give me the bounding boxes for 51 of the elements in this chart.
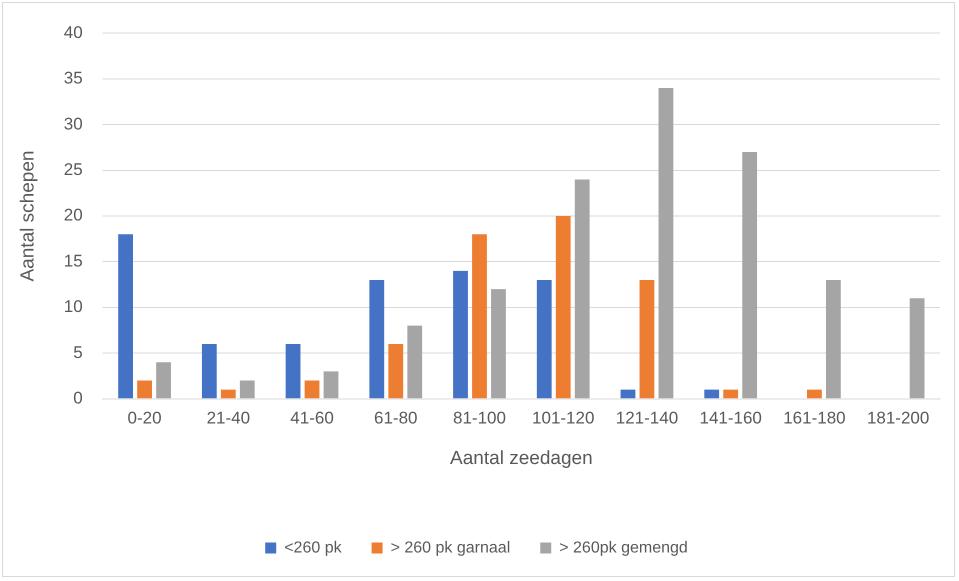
- bar: [324, 371, 338, 398]
- x-tick-label: 101-120: [532, 408, 594, 428]
- bar: [453, 270, 468, 398]
- bar: [472, 234, 487, 398]
- bar: [156, 362, 171, 398]
- x-tick-label: 21-40: [206, 408, 250, 428]
- bar: [910, 298, 925, 398]
- x-tick-label: 161-180: [783, 408, 846, 428]
- bar: [286, 344, 300, 398]
- bar: [137, 380, 152, 398]
- bar: [807, 390, 822, 398]
- bar: [388, 344, 404, 398]
- legend-label: > 260 pk garnaal: [390, 539, 510, 556]
- legend-label: > 260pk gemengd: [559, 539, 688, 556]
- bar: [704, 390, 720, 398]
- x-axis-title: Aantal zeedagen: [450, 448, 593, 469]
- bar: [742, 152, 758, 398]
- x-tick-label: 141-160: [699, 408, 762, 428]
- bar: [723, 390, 738, 398]
- x-tick-label: 61-80: [374, 408, 418, 428]
- bar: [491, 289, 506, 398]
- x-tick-label: 41-60: [290, 408, 334, 428]
- y-tick-label: 25: [64, 160, 83, 179]
- bar: [202, 344, 217, 398]
- bar: [536, 280, 552, 398]
- bar: [118, 234, 133, 398]
- x-tick-label: 181-200: [866, 408, 930, 428]
- bar: [620, 390, 636, 398]
- y-tick-label: 40: [64, 22, 83, 42]
- x-tick-label: 0-20: [128, 408, 162, 428]
- x-tick-label: 81-100: [453, 408, 506, 428]
- bar: [407, 326, 422, 398]
- y-tick-label: 5: [73, 342, 83, 362]
- bar: [658, 88, 674, 398]
- bar: [369, 280, 384, 398]
- bar: [826, 280, 841, 398]
- y-tick-label: 0: [73, 388, 83, 408]
- x-tick-label: 121-140: [616, 408, 678, 428]
- y-tick-label: 20: [64, 206, 83, 225]
- bar: [574, 179, 590, 398]
- bar: [640, 280, 654, 398]
- bar: [240, 380, 255, 398]
- y-tick-label: 15: [64, 251, 83, 270]
- y-axis-title: Aantal schepen: [18, 150, 39, 282]
- legend-label: <260 pk: [284, 539, 343, 556]
- y-tick-label: 35: [64, 68, 83, 88]
- y-tick-label: 10: [64, 297, 83, 316]
- y-tick-label: 30: [64, 114, 83, 134]
- bar: [556, 216, 571, 398]
- bar: [304, 380, 320, 398]
- bar: [220, 390, 236, 398]
